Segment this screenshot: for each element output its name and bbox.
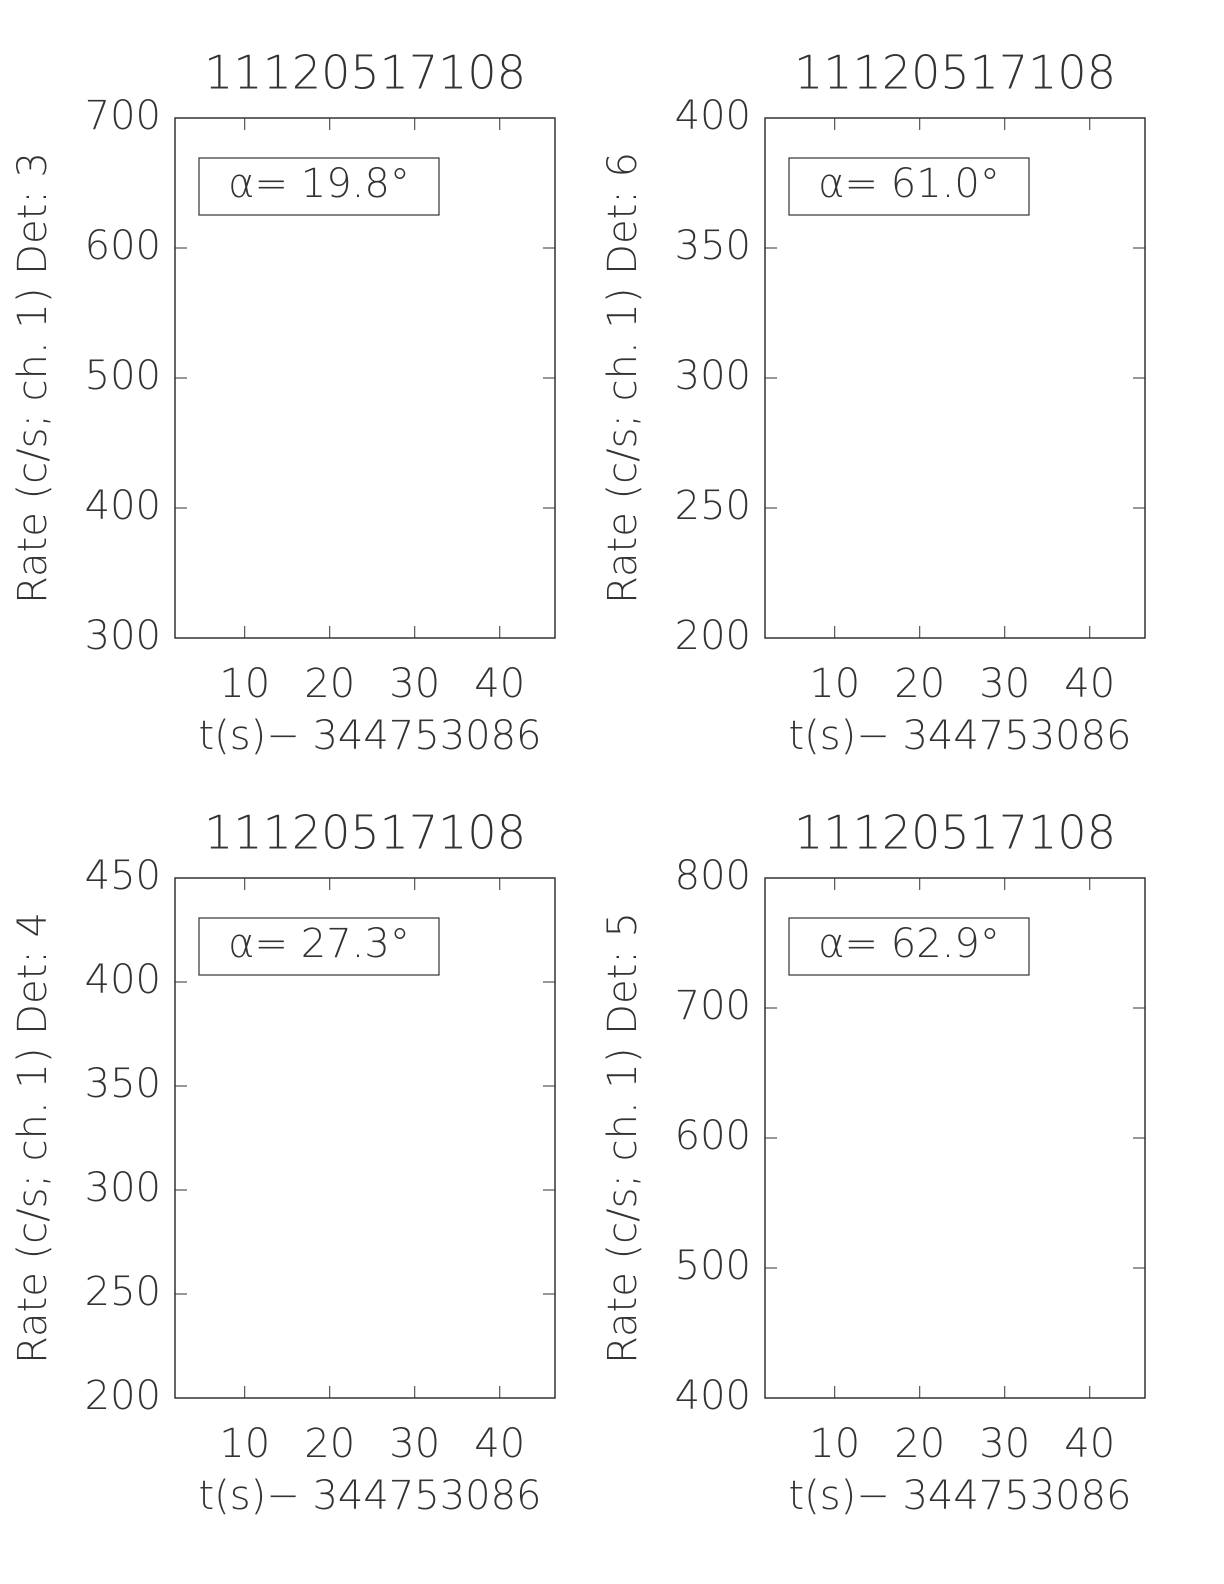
x-axis-label: t(s)− 344753086	[198, 1473, 541, 1519]
y-tick-label: 700	[675, 983, 751, 1029]
x-tick-label: 20	[894, 661, 945, 707]
y-tick-label: 300	[85, 1165, 161, 1211]
y-tick-label: 250	[675, 483, 751, 529]
y-tick-label: 200	[85, 1373, 161, 1419]
y-tick-label: 500	[675, 1243, 751, 1289]
annotation-box	[198, 157, 440, 216]
y-tick-label: 800	[675, 853, 751, 899]
chart-title: 11120517108	[204, 806, 526, 860]
annotation: α= 27.3°	[228, 921, 410, 967]
x-tick-label: 20	[304, 1421, 355, 1467]
y-axis-label: Rate (c/s; ch. 1) Det: 5	[600, 912, 646, 1364]
chart-title: 11120517108	[204, 46, 526, 100]
panel: 11120517108 200 250 300 350 400 450 10 20 30 40 t(s…	[10, 806, 556, 1519]
y-tick-label: 700	[85, 93, 161, 139]
y-tick-label: 500	[85, 353, 161, 399]
annotation: α= 62.9°	[818, 921, 1000, 967]
annotation-box	[788, 917, 1030, 976]
x-axis-label: t(s)− 344753086	[788, 713, 1131, 759]
y-tick-label: 250	[85, 1269, 161, 1315]
x-tick-label: 10	[809, 661, 860, 707]
x-tick-label: 10	[219, 661, 270, 707]
y-tick-label: 350	[675, 223, 751, 269]
y-tick-label: 300	[85, 613, 161, 659]
chart-title: 11120517108	[794, 46, 1116, 100]
y-axis-label: Rate (c/s; ch. 1) Det: 3	[10, 152, 56, 604]
y-axis-label: Rate (c/s; ch. 1) Det: 6	[600, 152, 646, 604]
y-tick-label: 600	[85, 223, 161, 269]
y-tick-label: 300	[675, 353, 751, 399]
x-tick-label: 40	[1064, 1421, 1115, 1467]
y-tick-label: 400	[675, 1373, 751, 1419]
x-tick-label: 30	[389, 1421, 440, 1467]
y-tick-label: 400	[85, 483, 161, 529]
y-tick-label: 400	[675, 93, 751, 139]
x-axis-label: t(s)− 344753086	[198, 713, 541, 759]
panel: 11120517108 400 500 600 700 800 10 20 30 40 t(s)− …	[600, 806, 1146, 1519]
x-tick-label: 30	[979, 661, 1030, 707]
x-tick-label: 20	[304, 661, 355, 707]
x-tick-label: 40	[1064, 661, 1115, 707]
x-tick-label: 40	[474, 1421, 525, 1467]
annotation-box	[788, 157, 1030, 216]
x-tick-label: 20	[894, 1421, 945, 1467]
y-tick-label: 600	[675, 1113, 751, 1159]
y-tick-label: 350	[85, 1061, 161, 1107]
y-tick-label: 400	[85, 957, 161, 1003]
x-tick-label: 30	[979, 1421, 1030, 1467]
x-tick-label: 10	[219, 1421, 270, 1467]
x-tick-label: 40	[474, 661, 525, 707]
y-tick-label: 450	[85, 853, 161, 899]
chart-title: 11120517108	[794, 806, 1116, 860]
y-axis-label: Rate (c/s; ch. 1) Det: 4	[10, 912, 56, 1364]
y-tick-label: 200	[675, 613, 751, 659]
x-tick-label: 30	[389, 661, 440, 707]
annotation-box	[198, 917, 440, 976]
x-tick-label: 10	[809, 1421, 860, 1467]
panel: 11120517108 300 400 500 600 700 10 20 30 40 t(s)− …	[10, 46, 556, 759]
annotation: α= 19.8°	[228, 161, 410, 207]
x-axis-label: t(s)− 344753086	[788, 1473, 1131, 1519]
panel: 11120517108 200 250 300 350 400 10 20 30 40 t(s)− …	[600, 46, 1146, 759]
plot-frame	[174, 877, 556, 1399]
annotation: α= 61.0°	[818, 161, 1000, 207]
